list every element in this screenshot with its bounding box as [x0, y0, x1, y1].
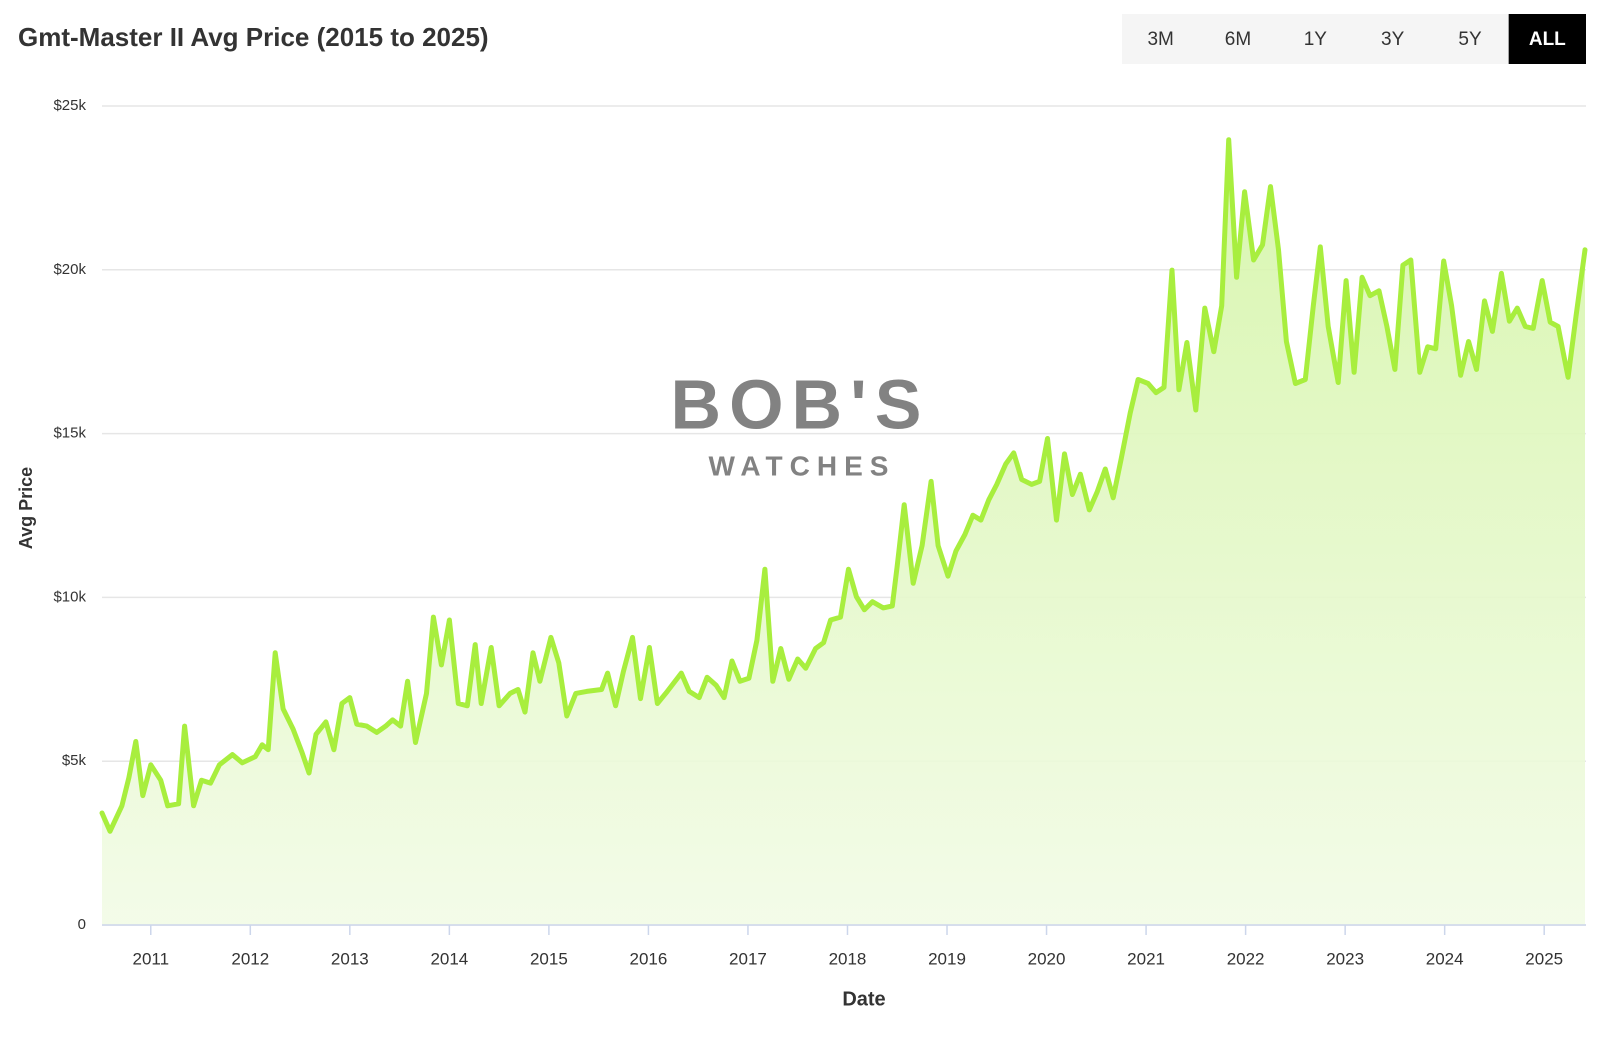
- range-button[interactable]: 3Y: [1381, 29, 1405, 50]
- y-tick-label: $20k: [53, 261, 86, 278]
- watermark-title: BOB'S: [671, 365, 930, 443]
- x-tick-label: 2013: [331, 949, 369, 968]
- range-button[interactable]: 5Y: [1458, 29, 1482, 50]
- x-tick-label: 2025: [1525, 949, 1563, 968]
- y-tick-label: $10k: [53, 588, 86, 605]
- range-button[interactable]: ALL: [1529, 29, 1566, 50]
- x-tick-label: 2016: [630, 949, 668, 968]
- x-tick-label: 2012: [231, 949, 269, 968]
- y-tick-label: $5k: [62, 752, 87, 769]
- x-axis-label: Date: [842, 988, 885, 1010]
- x-tick-label: 2015: [530, 949, 568, 968]
- x-tick-label: 2017: [729, 949, 767, 968]
- y-tick-label: 0: [78, 916, 86, 933]
- range-button[interactable]: 1Y: [1304, 29, 1328, 50]
- y-axis-label: Avg Price: [16, 467, 36, 549]
- x-tick-label: 2018: [829, 949, 867, 968]
- x-tick-label: 2020: [1028, 949, 1066, 968]
- x-tick-label: 2021: [1127, 949, 1165, 968]
- chart-title: Gmt-Master II Avg Price (2015 to 2025): [18, 22, 489, 52]
- y-tick-label: $25k: [53, 97, 86, 114]
- range-button[interactable]: 3M: [1147, 29, 1173, 50]
- x-tick-label: 2023: [1326, 949, 1364, 968]
- x-tick-label: 2014: [430, 949, 468, 968]
- y-tick-label: $15k: [53, 425, 86, 442]
- price-line: [99, 137, 1588, 834]
- range-button[interactable]: 6M: [1225, 29, 1251, 50]
- area-fill: [102, 139, 1585, 925]
- x-tick-label: 2019: [928, 949, 966, 968]
- watermark: BOB'S WATCHES: [671, 365, 930, 481]
- x-tick-label: 2011: [132, 949, 169, 968]
- x-tick-label: 2022: [1227, 949, 1265, 968]
- x-tick-label: 2024: [1426, 949, 1464, 968]
- range-button-active[interactable]: [1508, 14, 1586, 64]
- watermark-subtitle: WATCHES: [709, 450, 896, 481]
